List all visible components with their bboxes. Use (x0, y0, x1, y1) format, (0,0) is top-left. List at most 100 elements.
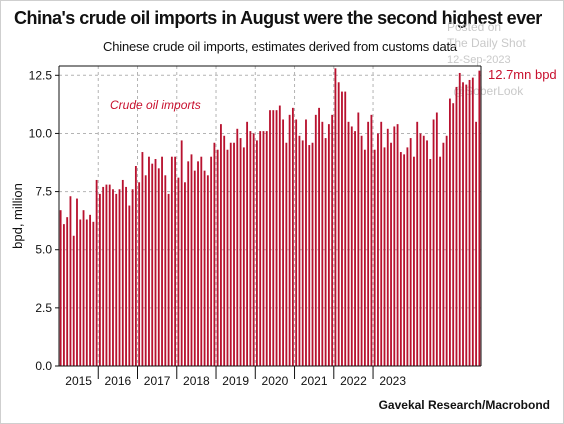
bar (478, 70, 481, 367)
axes (55, 65, 482, 379)
bar (128, 205, 131, 366)
bar (272, 110, 275, 367)
bar (354, 131, 356, 366)
y-tick-label: 5.0 (35, 243, 52, 257)
bar (249, 131, 252, 366)
bar (112, 189, 114, 366)
bar (445, 135, 448, 366)
bar (403, 154, 406, 366)
labels: 0.0 2.5 5.0 7.5 10.0 12.5 2015 2016 2017 2018 2019… (10, 67, 557, 388)
x-tick-label: 2020 (262, 374, 289, 388)
bar (462, 82, 464, 367)
bar (184, 182, 186, 366)
bar (442, 142, 445, 366)
bar (380, 121, 383, 366)
bar (318, 107, 320, 366)
bar (278, 105, 281, 366)
bar (177, 177, 180, 366)
bar (118, 189, 121, 366)
bar (452, 103, 455, 367)
chart-subtitle: Chinese crude oil imports, estimates der… (103, 39, 457, 54)
bar (252, 133, 255, 366)
bar (416, 121, 419, 366)
bar (295, 119, 298, 366)
bar (314, 114, 317, 366)
bar (206, 175, 209, 366)
bar (85, 219, 88, 366)
bar (383, 147, 386, 366)
bar (131, 189, 134, 366)
series-label: Crude oil imports (110, 98, 201, 112)
bar (288, 114, 291, 366)
bar (102, 186, 105, 366)
y-tick-label: 2.5 (35, 301, 52, 315)
bar (197, 161, 199, 366)
bar (393, 126, 396, 366)
x-tick-label: 2023 (379, 374, 406, 388)
bar (246, 121, 249, 366)
y-axis-label: bpd, million (10, 183, 25, 249)
bar (419, 133, 422, 366)
x-tick-label: 2016 (105, 374, 132, 388)
bar (108, 184, 111, 366)
bar (301, 140, 304, 366)
x-tick-label: 2017 (144, 374, 171, 388)
bar (125, 186, 127, 366)
bar (164, 175, 167, 366)
bar (275, 110, 278, 367)
y-tick-label: 7.5 (35, 185, 52, 199)
bar (308, 145, 311, 366)
x-tick-label: 2021 (301, 374, 328, 388)
bar (213, 142, 216, 366)
watermark-name: The Daily Shot (447, 36, 526, 50)
x-tick-label: 2018 (183, 374, 210, 388)
bar (59, 210, 62, 366)
bar (174, 156, 177, 366)
bar (324, 138, 327, 366)
bar (455, 86, 458, 366)
bar (468, 79, 471, 366)
bar (233, 142, 235, 366)
bar (386, 128, 389, 366)
bar (269, 110, 271, 367)
bar (337, 82, 340, 367)
bar (305, 119, 307, 366)
bar (66, 217, 69, 366)
bar (422, 135, 425, 366)
bar (210, 156, 213, 366)
x-tick-label: 2015 (65, 374, 92, 388)
bar (429, 159, 432, 366)
bar (458, 72, 461, 366)
bar (115, 193, 118, 366)
bar (341, 91, 343, 367)
bar (187, 161, 190, 366)
bar (121, 179, 124, 366)
bar (138, 182, 141, 366)
bar (449, 98, 451, 366)
bar (229, 142, 232, 366)
bar (373, 149, 376, 366)
bar (239, 138, 242, 366)
bar (220, 124, 222, 367)
bar (259, 131, 262, 366)
bar (344, 91, 347, 367)
bar (82, 210, 85, 366)
bar (76, 198, 78, 366)
y-tick-label: 10.0 (29, 126, 53, 140)
bar (151, 163, 154, 366)
bar (350, 126, 353, 366)
bar (79, 219, 82, 366)
bar (282, 119, 285, 366)
bar (409, 138, 412, 366)
bar (98, 193, 101, 366)
bar (62, 224, 65, 366)
bar (95, 179, 98, 366)
bar (223, 135, 226, 366)
bar (347, 121, 350, 366)
bar (180, 140, 183, 366)
bar (439, 156, 442, 366)
bar (154, 159, 157, 366)
bar (475, 121, 478, 366)
bar (255, 140, 258, 366)
